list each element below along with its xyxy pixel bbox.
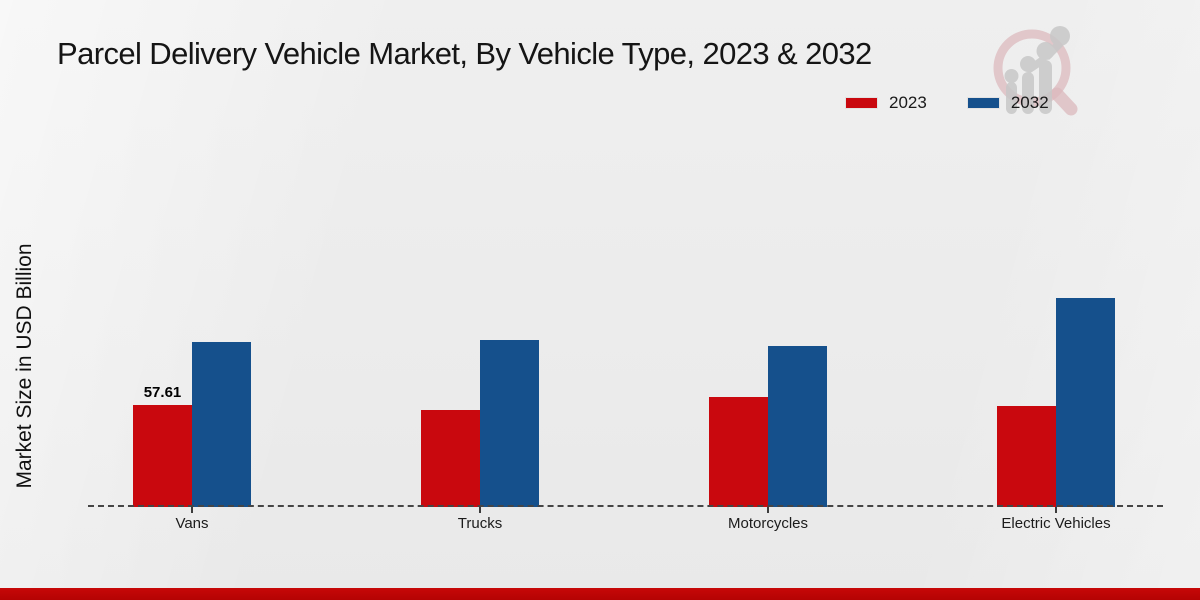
bar-value-label: 57.61 <box>143 384 182 401</box>
x-axis-category-label: Vans <box>175 515 209 532</box>
bar-2023-trucks <box>421 410 480 507</box>
chart-title: Parcel Delivery Vehicle Market, By Vehic… <box>57 36 872 71</box>
footer-accent-bar <box>0 588 1200 600</box>
magnifier-bar-chart-watermark-icon <box>993 26 1078 116</box>
legend: 2023 2032 <box>845 93 1049 113</box>
legend-item-2023: 2023 <box>845 93 927 113</box>
x-axis-tick <box>479 507 481 513</box>
x-axis-tick <box>191 507 193 513</box>
legend-swatch-2032 <box>966 97 1000 109</box>
x-axis-category-label: Electric Vehicles <box>1001 515 1111 532</box>
legend-item-2032: 2032 <box>966 93 1049 113</box>
x-axis-category-label: Trucks <box>457 515 503 532</box>
bar-2023-electric-vehicles <box>997 406 1056 507</box>
bar-2032-vans <box>192 342 251 507</box>
x-axis-tick <box>767 507 769 513</box>
x-axis-baseline <box>88 505 1163 507</box>
legend-label-2032: 2032 <box>1010 93 1049 112</box>
x-axis-category-label: Motorcycles <box>727 515 809 532</box>
bar-2023-motorcycles <box>709 397 768 507</box>
x-axis-tick <box>1055 507 1057 513</box>
bar-2032-trucks <box>480 340 539 507</box>
bar-2032-electric-vehicles <box>1056 298 1115 507</box>
bar-2032-motorcycles <box>768 346 827 507</box>
legend-label-2023: 2023 <box>889 93 927 112</box>
bar-2023-vans <box>133 405 192 507</box>
legend-swatch-2023 <box>845 97 878 109</box>
